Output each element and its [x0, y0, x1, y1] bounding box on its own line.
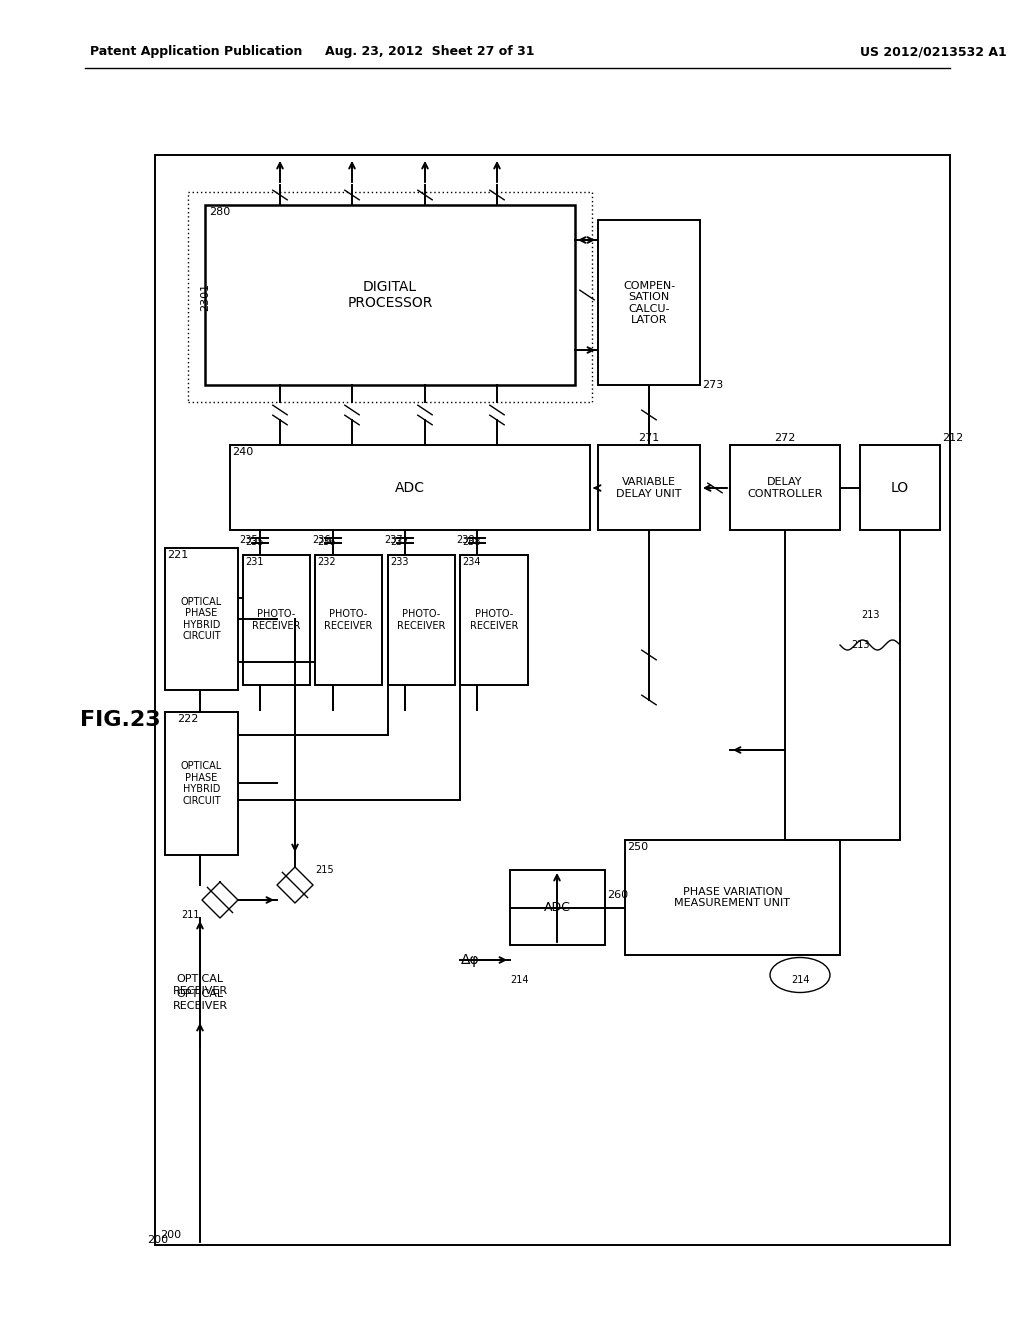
- FancyBboxPatch shape: [188, 191, 592, 403]
- Text: OPTICAL
PHASE
HYBRID
CIRCUIT: OPTICAL PHASE HYBRID CIRCUIT: [181, 762, 222, 807]
- FancyBboxPatch shape: [598, 445, 700, 531]
- Text: PHOTO-
RECEIVER: PHOTO- RECEIVER: [325, 610, 373, 631]
- FancyBboxPatch shape: [460, 554, 528, 685]
- FancyBboxPatch shape: [730, 445, 840, 531]
- Text: 271: 271: [638, 433, 659, 444]
- FancyBboxPatch shape: [165, 548, 238, 690]
- Text: DIGITAL
PROCESSOR: DIGITAL PROCESSOR: [347, 280, 433, 310]
- Text: 211: 211: [181, 909, 200, 920]
- Text: 233: 233: [390, 557, 409, 568]
- FancyBboxPatch shape: [388, 554, 455, 685]
- Text: VARIABLE
DELAY UNIT: VARIABLE DELAY UNIT: [616, 478, 682, 499]
- Text: 221: 221: [167, 550, 188, 560]
- Text: COMPEN-
SATION
CALCU-
LATOR: COMPEN- SATION CALCU- LATOR: [623, 281, 675, 326]
- Text: 238: 238: [462, 537, 480, 546]
- Text: OPTICAL
RECEIVER: OPTICAL RECEIVER: [172, 974, 227, 995]
- Text: 200: 200: [160, 1230, 181, 1239]
- Text: 234: 234: [462, 557, 480, 568]
- Text: Δφ: Δφ: [461, 953, 479, 968]
- FancyBboxPatch shape: [625, 840, 840, 954]
- Text: Aug. 23, 2012  Sheet 27 of 31: Aug. 23, 2012 Sheet 27 of 31: [326, 45, 535, 58]
- Text: PHASE VARIATION
MEASUREMENT UNIT: PHASE VARIATION MEASUREMENT UNIT: [675, 887, 791, 908]
- Text: 200: 200: [146, 1236, 168, 1245]
- Text: FIG.23: FIG.23: [80, 710, 161, 730]
- Text: 237: 237: [384, 535, 403, 545]
- FancyBboxPatch shape: [315, 554, 382, 685]
- Text: 213: 213: [861, 610, 880, 620]
- Text: 260: 260: [607, 890, 628, 900]
- FancyBboxPatch shape: [205, 205, 575, 385]
- Text: 237: 237: [390, 537, 409, 546]
- Text: 212: 212: [942, 433, 964, 444]
- Text: 236: 236: [312, 535, 331, 545]
- Text: 272: 272: [774, 433, 796, 444]
- Text: LO: LO: [891, 480, 909, 495]
- Text: OPTICAL
RECEIVER: OPTICAL RECEIVER: [172, 989, 227, 1011]
- Text: 215: 215: [315, 865, 334, 875]
- Text: Patent Application Publication: Patent Application Publication: [90, 45, 302, 58]
- Text: PHOTO-
RECEIVER: PHOTO- RECEIVER: [470, 610, 518, 631]
- FancyBboxPatch shape: [243, 554, 310, 685]
- Text: 238: 238: [457, 535, 475, 545]
- Ellipse shape: [770, 957, 830, 993]
- Text: PHOTO-
RECEIVER: PHOTO- RECEIVER: [397, 610, 445, 631]
- Text: 214: 214: [791, 975, 809, 985]
- Text: 214: 214: [510, 975, 528, 985]
- Text: ADC: ADC: [544, 902, 571, 913]
- Text: PHOTO-
RECEIVER: PHOTO- RECEIVER: [252, 610, 301, 631]
- Text: 240: 240: [232, 447, 253, 457]
- Text: 235: 235: [245, 537, 263, 546]
- Text: 273: 273: [702, 380, 723, 389]
- Text: 232: 232: [317, 557, 336, 568]
- FancyBboxPatch shape: [598, 220, 700, 385]
- FancyBboxPatch shape: [155, 154, 950, 1245]
- Text: 250: 250: [627, 842, 648, 851]
- FancyBboxPatch shape: [860, 445, 940, 531]
- FancyBboxPatch shape: [230, 445, 590, 531]
- Text: ADC: ADC: [395, 480, 425, 495]
- Text: 236: 236: [317, 537, 336, 546]
- Text: US 2012/0213532 A1: US 2012/0213532 A1: [860, 45, 1007, 58]
- Text: 2301: 2301: [200, 282, 210, 312]
- Text: OPTICAL
PHASE
HYBRID
CIRCUIT: OPTICAL PHASE HYBRID CIRCUIT: [181, 597, 222, 642]
- Text: 222: 222: [177, 714, 199, 723]
- Text: 231: 231: [245, 557, 263, 568]
- Text: DELAY
CONTROLLER: DELAY CONTROLLER: [748, 478, 822, 499]
- Text: 235: 235: [240, 535, 258, 545]
- FancyBboxPatch shape: [510, 870, 605, 945]
- Text: 213: 213: [852, 640, 870, 649]
- FancyBboxPatch shape: [165, 711, 238, 855]
- Text: 280: 280: [209, 207, 230, 216]
